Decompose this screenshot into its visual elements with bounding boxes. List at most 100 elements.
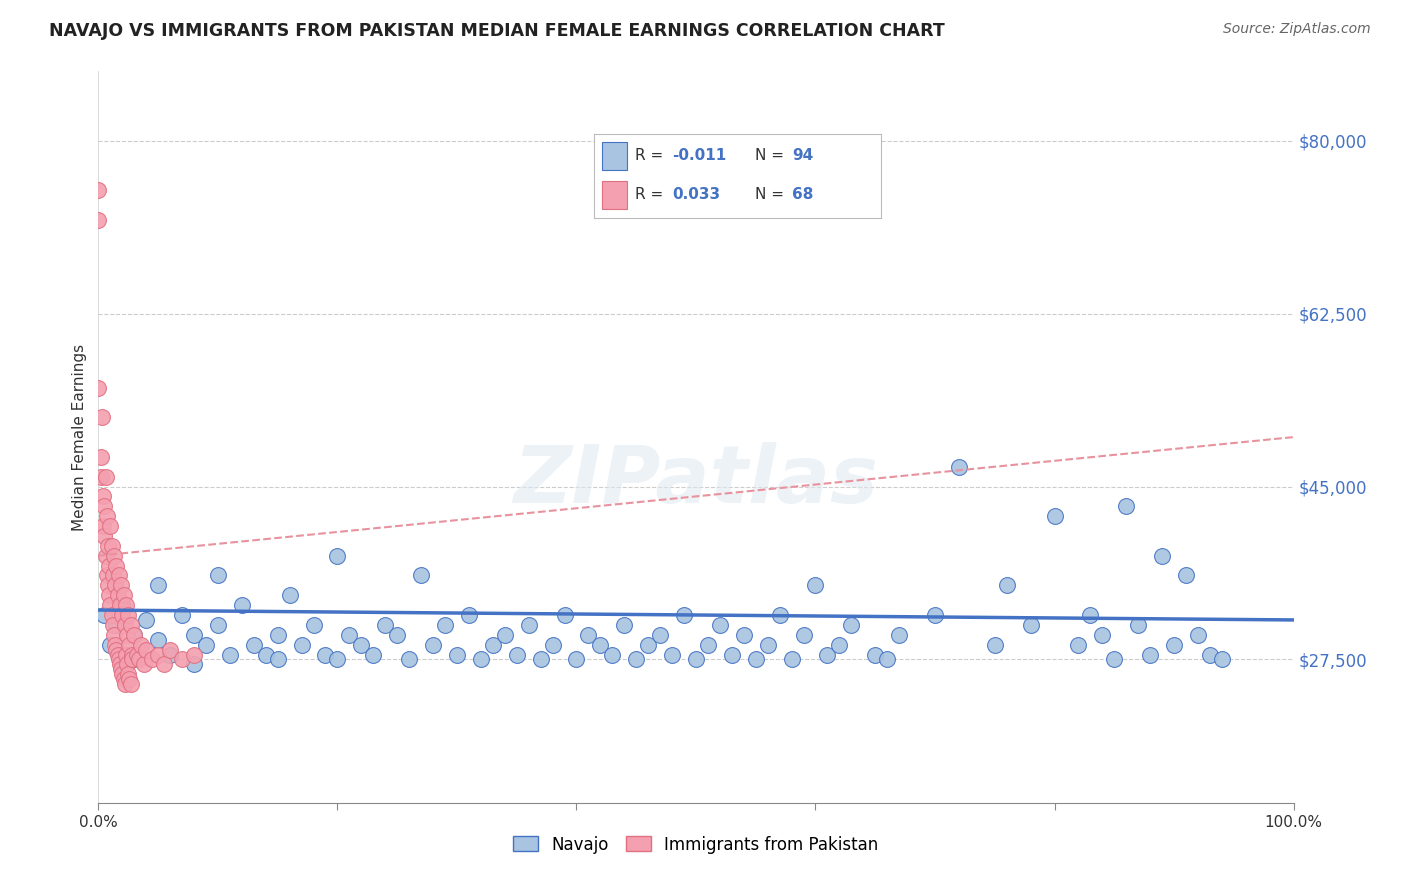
Point <box>350 638 373 652</box>
Point <box>148 632 170 647</box>
Point <box>100 607 122 622</box>
Point <box>107 648 129 662</box>
Point <box>745 652 768 666</box>
Point <box>613 618 636 632</box>
Point <box>117 667 139 681</box>
Y-axis label: Median Female Earnings: Median Female Earnings <box>72 343 87 531</box>
Point <box>554 607 576 622</box>
Point <box>103 628 125 642</box>
Point <box>103 549 125 563</box>
Point <box>602 648 624 662</box>
Point <box>470 652 492 666</box>
Point <box>1163 638 1185 652</box>
Point <box>207 568 229 582</box>
Point <box>1152 549 1174 563</box>
Point <box>841 618 863 632</box>
Point <box>112 672 135 686</box>
Point <box>91 410 114 425</box>
Point <box>135 613 157 627</box>
Point <box>111 598 134 612</box>
Point <box>326 652 349 666</box>
Point <box>339 628 361 642</box>
Point <box>124 628 146 642</box>
Point <box>267 652 290 666</box>
Point <box>115 648 138 662</box>
Point <box>481 638 505 652</box>
Point <box>254 648 277 662</box>
Point <box>111 607 134 622</box>
Point <box>115 628 138 642</box>
Point <box>243 638 266 652</box>
Point <box>1091 628 1114 642</box>
Point <box>1115 500 1137 514</box>
Point <box>326 549 349 563</box>
Point <box>107 652 129 666</box>
Point <box>110 578 132 592</box>
Point <box>101 568 124 582</box>
Point <box>118 672 141 686</box>
Point <box>105 642 128 657</box>
Point <box>733 628 755 642</box>
Point <box>1211 652 1233 666</box>
Point <box>458 607 481 622</box>
Point <box>115 598 138 612</box>
Point <box>96 509 118 524</box>
Point <box>107 568 129 582</box>
Point <box>398 652 420 666</box>
Point <box>315 648 337 662</box>
Point <box>183 628 205 642</box>
Point <box>128 652 150 666</box>
Point <box>105 558 128 573</box>
Point <box>828 638 851 652</box>
Point <box>267 628 290 642</box>
Point <box>107 588 129 602</box>
Point <box>183 657 205 672</box>
Point <box>98 588 121 602</box>
Point <box>1175 568 1198 582</box>
Point <box>93 500 115 514</box>
Point <box>110 662 132 676</box>
Point <box>793 628 815 642</box>
Point <box>995 578 1018 592</box>
Point <box>96 568 118 582</box>
Point <box>97 539 120 553</box>
Point <box>124 652 146 666</box>
Point <box>876 652 898 666</box>
Point <box>97 578 120 592</box>
Point <box>118 638 141 652</box>
Point <box>446 648 468 662</box>
Point <box>924 607 946 622</box>
Point <box>756 638 779 652</box>
Point <box>183 648 205 662</box>
Point <box>100 539 122 553</box>
Point <box>984 638 1007 652</box>
Text: Source: ZipAtlas.com: Source: ZipAtlas.com <box>1223 22 1371 37</box>
Point <box>135 642 157 657</box>
Point <box>108 598 131 612</box>
Point <box>865 648 887 662</box>
Point <box>93 607 115 622</box>
Legend: Navajo, Immigrants from Pakistan: Navajo, Immigrants from Pakistan <box>506 829 886 860</box>
Point <box>231 598 253 612</box>
Point <box>132 657 155 672</box>
Point <box>1199 648 1222 662</box>
Point <box>91 519 114 533</box>
Point <box>141 652 163 666</box>
Point <box>111 667 134 681</box>
Point <box>1019 618 1042 632</box>
Point <box>114 618 136 632</box>
Point <box>91 489 114 503</box>
Point <box>1187 628 1209 642</box>
Point <box>104 578 127 592</box>
Text: NAVAJO VS IMMIGRANTS FROM PAKISTAN MEDIAN FEMALE EARNINGS CORRELATION CHART: NAVAJO VS IMMIGRANTS FROM PAKISTAN MEDIA… <box>49 22 945 40</box>
Point <box>385 628 409 642</box>
Point <box>98 558 121 573</box>
Point <box>434 618 457 632</box>
Point <box>219 648 242 662</box>
Point <box>111 648 134 662</box>
Point <box>98 519 122 533</box>
Point <box>709 618 731 632</box>
Point <box>541 638 564 652</box>
Point <box>411 568 433 582</box>
Point <box>1080 607 1102 622</box>
